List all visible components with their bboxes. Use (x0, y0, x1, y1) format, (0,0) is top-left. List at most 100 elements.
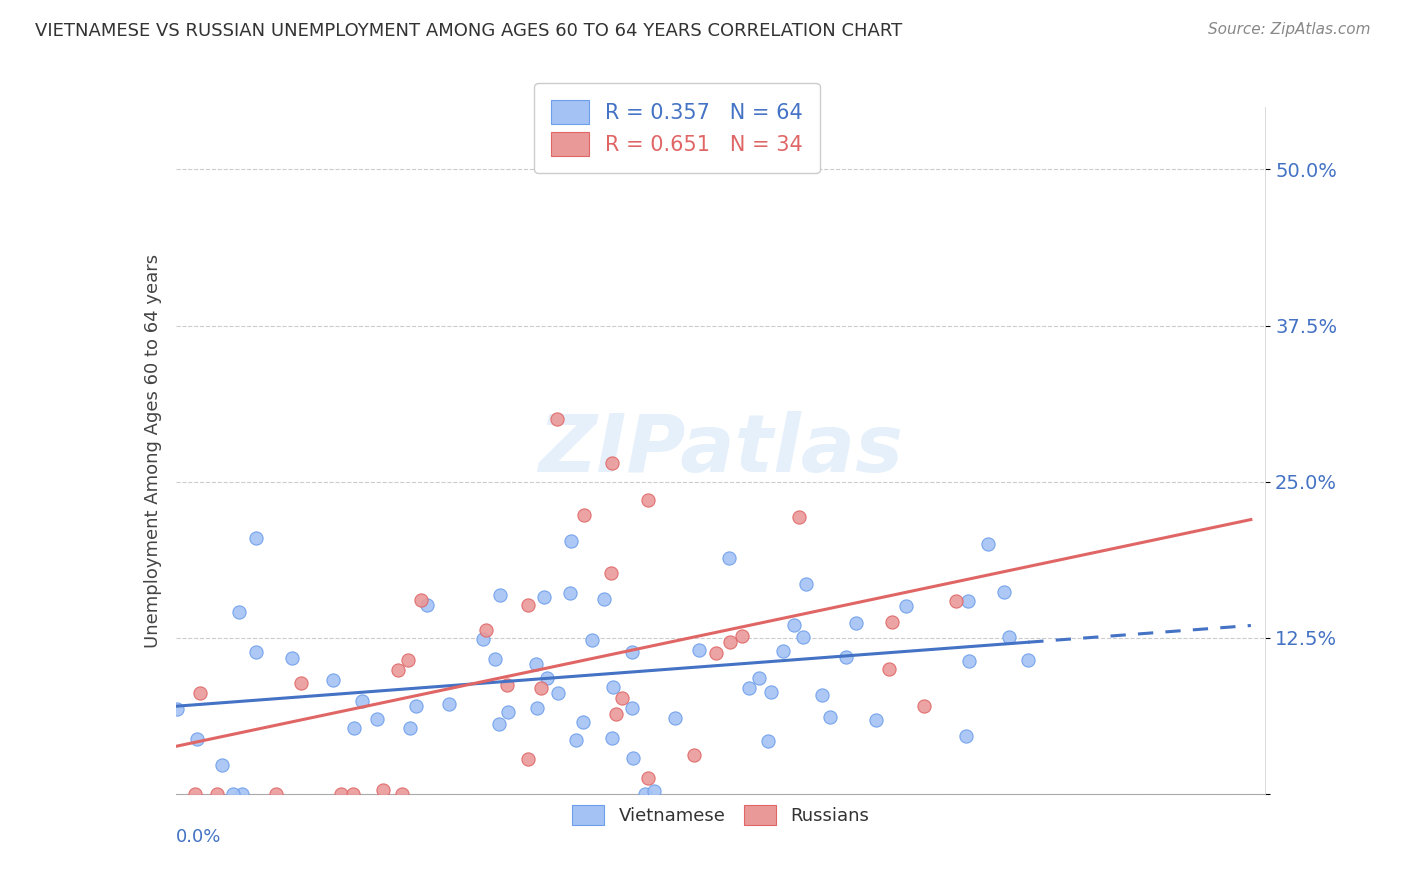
Text: 0.0%: 0.0% (176, 828, 221, 847)
Point (371, 783, 394, 797)
Point (396, 653, 419, 667)
Point (398, 721, 420, 735)
Point (877, 662, 900, 676)
Point (759, 684, 782, 698)
Point (228, 606, 250, 620)
Point (474, 623, 496, 637)
Point (330, 787, 353, 801)
Point (634, 787, 657, 801)
Point (387, 664, 409, 678)
Point (350, 694, 373, 708)
Point (405, 698, 427, 713)
Point (533, 590, 555, 604)
Point (366, 712, 388, 726)
Point (945, 594, 967, 608)
Point (496, 705, 519, 719)
Point (488, 716, 510, 731)
Point (572, 715, 595, 730)
Point (546, 412, 568, 426)
Point (748, 671, 770, 685)
Point (524, 657, 547, 672)
Point (810, 688, 832, 702)
Point (896, 599, 918, 613)
Point (1017, 653, 1039, 667)
Point (620, 701, 643, 715)
Point (783, 618, 806, 632)
Point (166, 702, 188, 716)
Point (322, 673, 344, 687)
Point (211, 757, 233, 772)
Point (489, 588, 512, 602)
Point (391, 787, 413, 801)
Point (547, 686, 569, 700)
Point (536, 671, 558, 685)
Point (560, 533, 582, 548)
Point (290, 676, 312, 690)
Point (796, 576, 818, 591)
Point (976, 537, 998, 551)
Point (245, 531, 267, 545)
Point (880, 615, 903, 629)
Point (621, 645, 644, 659)
Point (264, 787, 287, 801)
Point (818, 710, 841, 724)
Point (600, 456, 623, 470)
Point (558, 586, 581, 600)
Point (612, 691, 634, 706)
Point (602, 681, 624, 695)
Point (484, 651, 506, 665)
Point (717, 551, 740, 566)
Point (787, 509, 810, 524)
Point (581, 633, 603, 648)
Y-axis label: Unemployment Among Ages 60 to 64 years: Unemployment Among Ages 60 to 64 years (143, 253, 162, 648)
Point (592, 591, 614, 606)
Point (957, 593, 980, 607)
Point (683, 748, 706, 763)
Point (600, 731, 623, 746)
Point (637, 493, 659, 508)
Point (664, 710, 686, 724)
Point (997, 630, 1019, 644)
Point (530, 681, 553, 695)
Point (738, 681, 761, 696)
Point (184, 787, 207, 801)
Point (772, 644, 794, 658)
Point (912, 698, 935, 713)
Point (186, 732, 208, 747)
Legend: Vietnamese, Russians: Vietnamese, Russians (557, 790, 884, 839)
Point (688, 643, 710, 657)
Point (718, 635, 741, 649)
Point (643, 783, 665, 797)
Point (472, 632, 495, 647)
Point (955, 729, 977, 743)
Point (835, 649, 858, 664)
Point (565, 733, 588, 747)
Text: VIETNAMESE VS RUSSIAN UNEMPLOYMENT AMONG AGES 60 TO 64 YEARS CORRELATION CHART: VIETNAMESE VS RUSSIAN UNEMPLOYMENT AMONG… (35, 22, 903, 40)
Point (342, 787, 364, 801)
Point (517, 752, 540, 766)
Point (637, 771, 659, 785)
Point (205, 787, 228, 801)
Point (343, 721, 366, 735)
Point (409, 593, 432, 607)
Point (621, 751, 644, 765)
Point (704, 646, 727, 660)
Point (957, 654, 980, 668)
Point (600, 566, 623, 580)
Point (845, 615, 868, 630)
Point (188, 686, 211, 700)
Point (865, 713, 887, 727)
Point (222, 787, 245, 801)
Point (605, 706, 627, 721)
Point (281, 651, 304, 665)
Point (526, 700, 548, 714)
Point (245, 645, 267, 659)
Point (439, 697, 461, 711)
Point (416, 598, 439, 612)
Point (756, 734, 779, 748)
Text: ZIPatlas: ZIPatlas (538, 411, 903, 490)
Point (730, 629, 752, 643)
Point (231, 787, 253, 801)
Point (792, 630, 814, 644)
Point (572, 508, 595, 522)
